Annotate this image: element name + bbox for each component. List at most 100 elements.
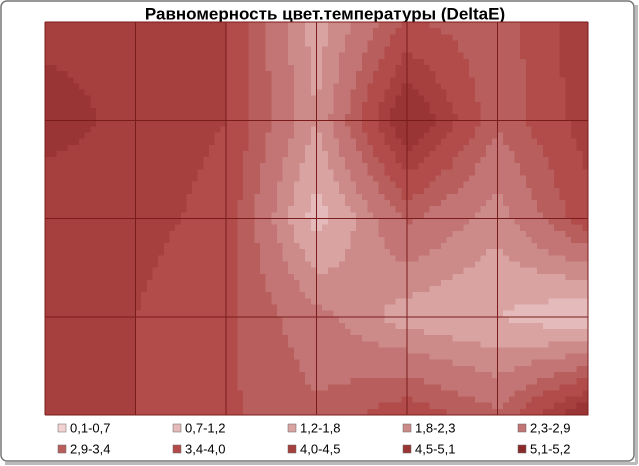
contour-cell bbox=[305, 40, 312, 48]
contour-cell bbox=[525, 157, 533, 164]
contour-cell bbox=[73, 89, 80, 97]
contour-cell bbox=[107, 187, 114, 195]
contour-cell bbox=[226, 286, 233, 293]
contour-cell bbox=[163, 40, 171, 48]
contour-cell bbox=[367, 46, 374, 54]
contour-cell bbox=[344, 286, 352, 293]
contour-cell bbox=[61, 163, 69, 170]
contour-cell bbox=[45, 187, 52, 195]
contour-cell bbox=[565, 95, 572, 103]
contour-cell bbox=[67, 378, 74, 385]
contour-cell bbox=[118, 378, 125, 385]
contour-cell bbox=[463, 77, 470, 85]
contour-cell bbox=[192, 46, 199, 54]
contour-cell bbox=[50, 193, 57, 201]
contour-cell bbox=[457, 243, 465, 250]
contour-cell bbox=[220, 206, 227, 213]
contour-cell bbox=[101, 83, 108, 91]
contour-cell bbox=[548, 286, 555, 293]
contour-cell bbox=[78, 372, 86, 379]
contour-cell bbox=[537, 310, 544, 318]
contour-cell bbox=[45, 138, 52, 146]
contour-cell bbox=[508, 218, 516, 226]
contour-cell bbox=[395, 230, 402, 238]
contour-cell bbox=[67, 365, 74, 373]
contour-cell bbox=[525, 243, 533, 250]
contour-cell bbox=[486, 286, 493, 293]
contour-cell bbox=[56, 126, 63, 134]
contour-cell bbox=[356, 236, 363, 244]
contour-cell bbox=[582, 175, 589, 183]
contour-cell bbox=[141, 255, 148, 263]
contour-cell bbox=[56, 261, 63, 269]
contour-cell bbox=[118, 243, 125, 250]
contour-cell bbox=[67, 353, 74, 361]
contour-cell bbox=[395, 261, 402, 269]
contour-cell bbox=[356, 273, 363, 281]
contour-cell bbox=[293, 304, 301, 312]
contour-cell bbox=[299, 58, 306, 66]
contour-cell bbox=[209, 163, 216, 170]
contour-cell bbox=[118, 286, 125, 293]
contour-cell bbox=[112, 353, 120, 361]
contour-cell bbox=[254, 150, 261, 158]
contour-cell bbox=[248, 304, 255, 312]
contour-cell bbox=[203, 310, 210, 318]
contour-cell bbox=[440, 243, 448, 250]
contour-cell bbox=[565, 255, 572, 263]
contour-cell bbox=[542, 249, 550, 256]
contour-cell bbox=[497, 255, 504, 263]
contour-cell bbox=[361, 114, 369, 121]
contour-cell bbox=[186, 126, 193, 134]
contour-cell bbox=[158, 101, 165, 109]
contour-cell bbox=[344, 150, 352, 158]
contour-cell bbox=[514, 40, 521, 48]
contour-cell bbox=[531, 212, 538, 220]
contour-cell bbox=[316, 212, 323, 220]
contour-cell bbox=[209, 193, 216, 201]
contour-cell bbox=[90, 353, 97, 361]
contour-cell bbox=[197, 101, 204, 109]
contour-cell bbox=[220, 101, 227, 109]
contour-cell bbox=[192, 273, 199, 281]
contour-cell bbox=[350, 58, 357, 66]
contour-cell bbox=[175, 353, 182, 361]
contour-cell bbox=[565, 46, 572, 54]
contour-cell bbox=[356, 107, 363, 115]
contour-cell bbox=[209, 224, 216, 232]
contour-cell bbox=[101, 402, 108, 410]
contour-cell bbox=[112, 279, 120, 287]
contour-cell bbox=[118, 273, 125, 281]
contour-cell bbox=[350, 83, 357, 91]
contour-cell bbox=[73, 329, 80, 336]
contour-cell bbox=[50, 243, 57, 250]
contour-cell bbox=[316, 89, 323, 97]
contour-cell bbox=[214, 243, 221, 250]
contour-cell bbox=[384, 107, 391, 115]
contour-cell bbox=[310, 200, 318, 207]
contour-cell bbox=[344, 138, 352, 146]
contour-cell bbox=[571, 77, 578, 85]
contour-cell bbox=[367, 310, 374, 318]
contour-cell bbox=[293, 224, 301, 232]
contour-cell bbox=[474, 163, 482, 170]
contour-cell bbox=[339, 77, 346, 85]
contour-cell bbox=[486, 120, 493, 127]
contour-cell bbox=[73, 77, 80, 85]
contour-cell bbox=[520, 157, 527, 164]
contour-cell bbox=[259, 200, 267, 207]
contour-cell bbox=[180, 126, 188, 134]
contour-cell bbox=[78, 359, 86, 367]
contour-cell bbox=[469, 249, 476, 256]
contour-cell bbox=[276, 249, 284, 256]
contour-cell bbox=[259, 157, 267, 164]
contour-cell bbox=[339, 261, 346, 269]
contour-cell bbox=[107, 28, 114, 35]
contour-cell bbox=[231, 243, 238, 250]
contour-cell bbox=[84, 64, 91, 72]
contour-cell bbox=[214, 212, 221, 220]
contour-cell bbox=[220, 261, 227, 269]
contour-cell bbox=[480, 236, 487, 244]
contour-cell bbox=[180, 114, 188, 121]
contour-cell bbox=[548, 157, 555, 164]
